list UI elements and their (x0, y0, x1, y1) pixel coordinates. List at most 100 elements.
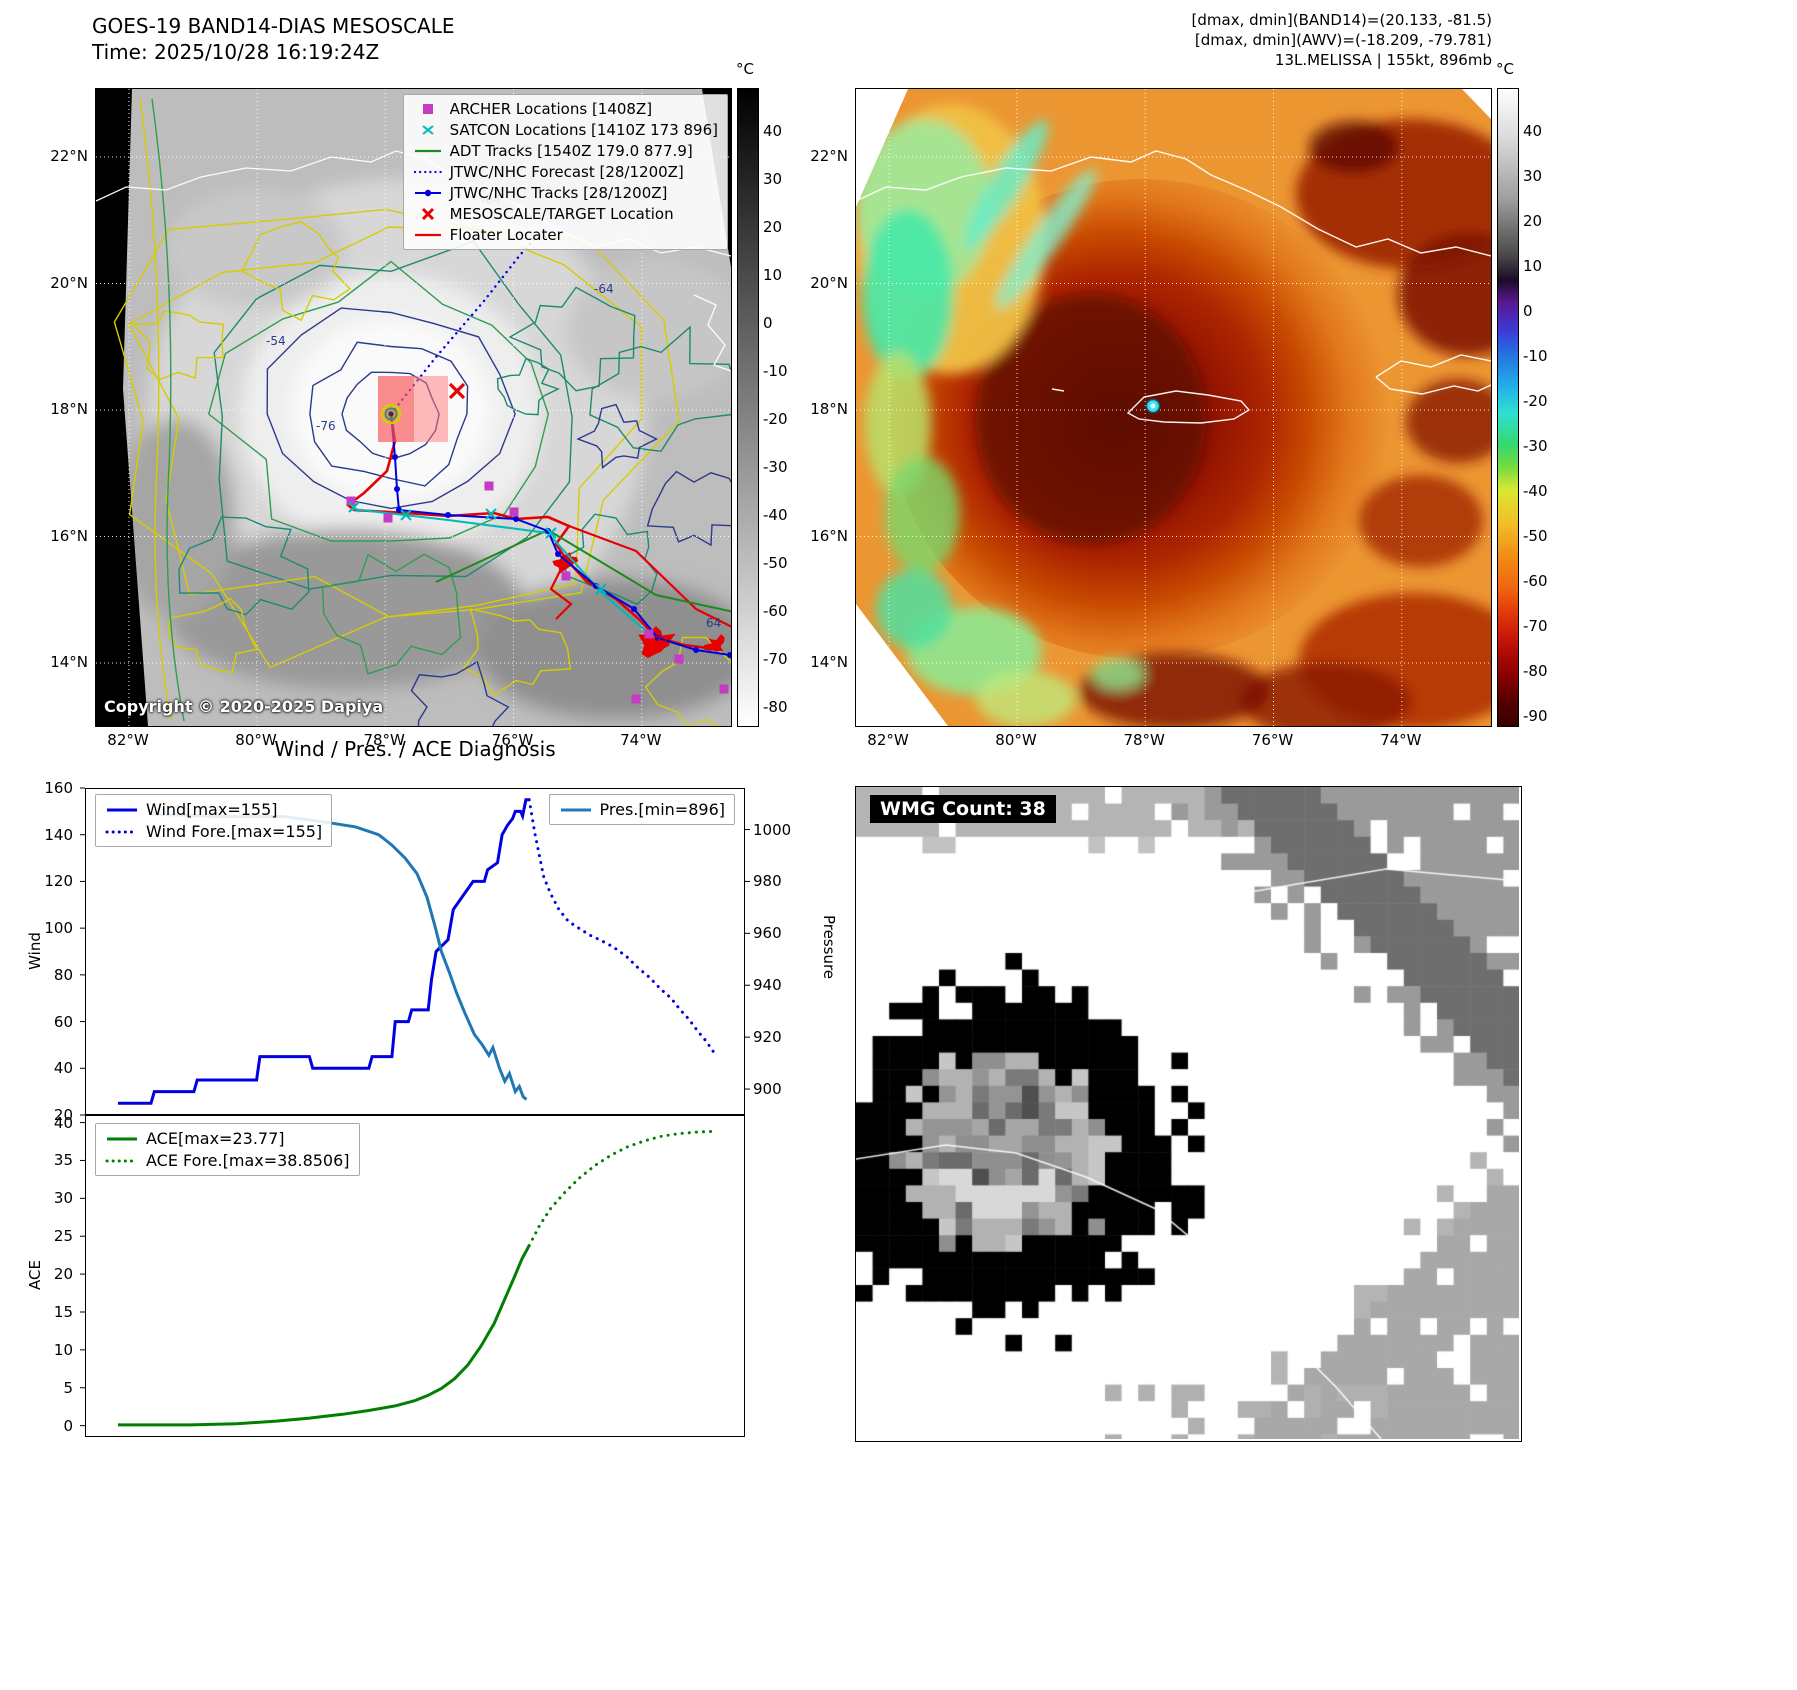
band14-colorbar-tick: 20 (763, 218, 783, 236)
legend-label: ACE[max=23.77] (146, 1129, 285, 1148)
pressure-ytick: 1000 (753, 820, 792, 839)
decor-shape (421, 125, 434, 135)
decor-shape (410, 660, 510, 726)
ir-lat-tick: 22°N (810, 147, 848, 165)
diagnosis-title: Wind / Pres. / ACE Diagnosis (274, 737, 556, 761)
ace-ytick: 25 (53, 1227, 73, 1246)
ir-colorbar-unit: °C (1496, 60, 1514, 78)
ir-colorbar-tick: 0 (1523, 302, 1533, 320)
ir-lat-tick: 14°N (810, 653, 848, 671)
jtwc-track-point (655, 635, 661, 641)
band14-legend-item: MESOSCALE/TARGET Location (413, 205, 718, 223)
decor-shape (421, 207, 434, 221)
ir-header-storm-id: 13L.MELISSA | 155kt, 896mb (1274, 51, 1492, 69)
contour-label: -76 (316, 419, 336, 433)
floater-cluster (703, 634, 725, 652)
band14-colorbar-tick: 40 (763, 122, 783, 140)
decor-shape (856, 150, 1491, 257)
decor-shape (167, 597, 258, 674)
ir-colorbar-tick: -50 (1523, 527, 1548, 545)
wind-ytick: 140 (44, 825, 73, 844)
wind-ytick: 80 (53, 965, 73, 984)
legend-item: ACE[max=23.77] (105, 1129, 350, 1148)
series-ace (118, 1244, 531, 1427)
band14-legend-item: Floater Locater (413, 226, 718, 244)
ir-colorbar-tick: -30 (1523, 437, 1548, 455)
ace-ytick: 30 (53, 1189, 73, 1208)
floater-cluster (552, 552, 579, 574)
band14-colorbar-tick: -50 (763, 554, 788, 572)
swath-corner (856, 89, 908, 207)
decor-shape (266, 307, 516, 510)
band14-legend-label: Floater Locater (449, 226, 563, 244)
wind-ytick: 160 (44, 779, 73, 797)
wind-ytick: 60 (53, 1012, 73, 1031)
jtwc-track-point (693, 647, 699, 653)
pressure-legend: Pres.[min=896] (548, 794, 735, 825)
ir-colorbar-tick: -10 (1523, 347, 1548, 365)
archer-marker (719, 684, 729, 694)
band14-lon-tick: 78°W (363, 731, 405, 749)
legend-item: Wind[max=155] (105, 800, 322, 819)
band14-colorbar-tick: -20 (763, 410, 788, 428)
line-dot-legend-marker-icon (414, 189, 441, 197)
archer-marker (346, 496, 356, 506)
jtwc-track-point (555, 551, 561, 557)
archer-marker (484, 481, 494, 491)
band14-legend-label: MESOSCALE/TARGET Location (449, 205, 674, 223)
ir-colorbar-tick: 30 (1523, 167, 1543, 185)
band14-colorbar-tick: -10 (763, 362, 788, 380)
ace-ytick: 40 (53, 1113, 73, 1132)
archer-marker (631, 694, 641, 704)
legend-label: Wind Fore.[max=155] (146, 822, 323, 841)
x-legend-marker-icon (421, 125, 434, 135)
band14-time: Time: 2025/10/28 16:19:24Z (92, 40, 380, 64)
decor-shape (964, 119, 1048, 249)
ir-lon-tick: 74°W (1380, 731, 1422, 749)
decor-shape (976, 294, 1206, 544)
band14-lon-tick: 76°W (491, 731, 534, 749)
band14-lat-tick: 20°N (50, 273, 88, 292)
archer-marker (674, 654, 684, 664)
decor-shape (693, 294, 731, 372)
ace-legend: ACE[max=23.77] ACE Fore.[max=38.8506] (95, 1123, 360, 1176)
band14-colorbar-tick: 10 (763, 266, 783, 284)
decor-shape (884, 456, 960, 572)
jtwc-track-point (392, 454, 398, 460)
band14-colorbar-tick: -70 (763, 650, 788, 668)
ir-colorbar-tick: 20 (1523, 212, 1543, 230)
wind-ytick: 40 (53, 1059, 73, 1078)
ir-colorbar-tick: -40 (1523, 482, 1548, 500)
ir-colorbar-tick: -20 (1523, 392, 1548, 410)
dotted-line-legend-marker-icon (413, 170, 442, 174)
decor-shape (1359, 475, 1483, 567)
band14-legend-label: JTWC/NHC Tracks [28/1200Z] (449, 184, 668, 202)
ir-lon-tick: 82°W (867, 731, 909, 749)
ir-satellite-image (856, 89, 1491, 726)
storm-center-dot (388, 411, 394, 417)
coastlines (856, 150, 1491, 424)
ir-map-panel (855, 88, 1492, 727)
decor-shape (321, 553, 462, 675)
band14-legend-item: ADT Tracks [1540Z 179.0 877.9] (413, 142, 718, 160)
satcon-marker (595, 583, 607, 595)
band14-colorbar-tick: -40 (763, 506, 788, 524)
adt-track (435, 528, 731, 613)
satcon-marker (348, 501, 360, 513)
band14-colorbar-tick: 0 (763, 314, 773, 332)
legend-label: Pres.[min=896] (599, 800, 725, 819)
wmg-count-badge: WMG Count: 38 (870, 795, 1056, 823)
band14-colorbar-tick: -80 (763, 698, 788, 716)
ir-colorbar-tick: -90 (1523, 707, 1548, 725)
ir-lon-tick: 78°W (1123, 731, 1165, 749)
copyright-text: Copyright © 2020-2025 Dapiya (104, 697, 384, 716)
floater-cluster (638, 626, 676, 658)
ir-header-band14-minmax: [dmax, dmin](BAND14)=(20.133, -81.5) (1191, 11, 1492, 29)
legend-line-icon (107, 1137, 137, 1140)
swath-corner (856, 604, 948, 726)
x-bold-legend-marker-icon (421, 207, 434, 221)
wmg-pixel-map (856, 787, 1519, 1439)
band14-legend-item: ARCHER Locations [1408Z] (413, 100, 718, 118)
ir-lon-tick: 80°W (995, 731, 1037, 749)
decor-shape (422, 104, 433, 114)
